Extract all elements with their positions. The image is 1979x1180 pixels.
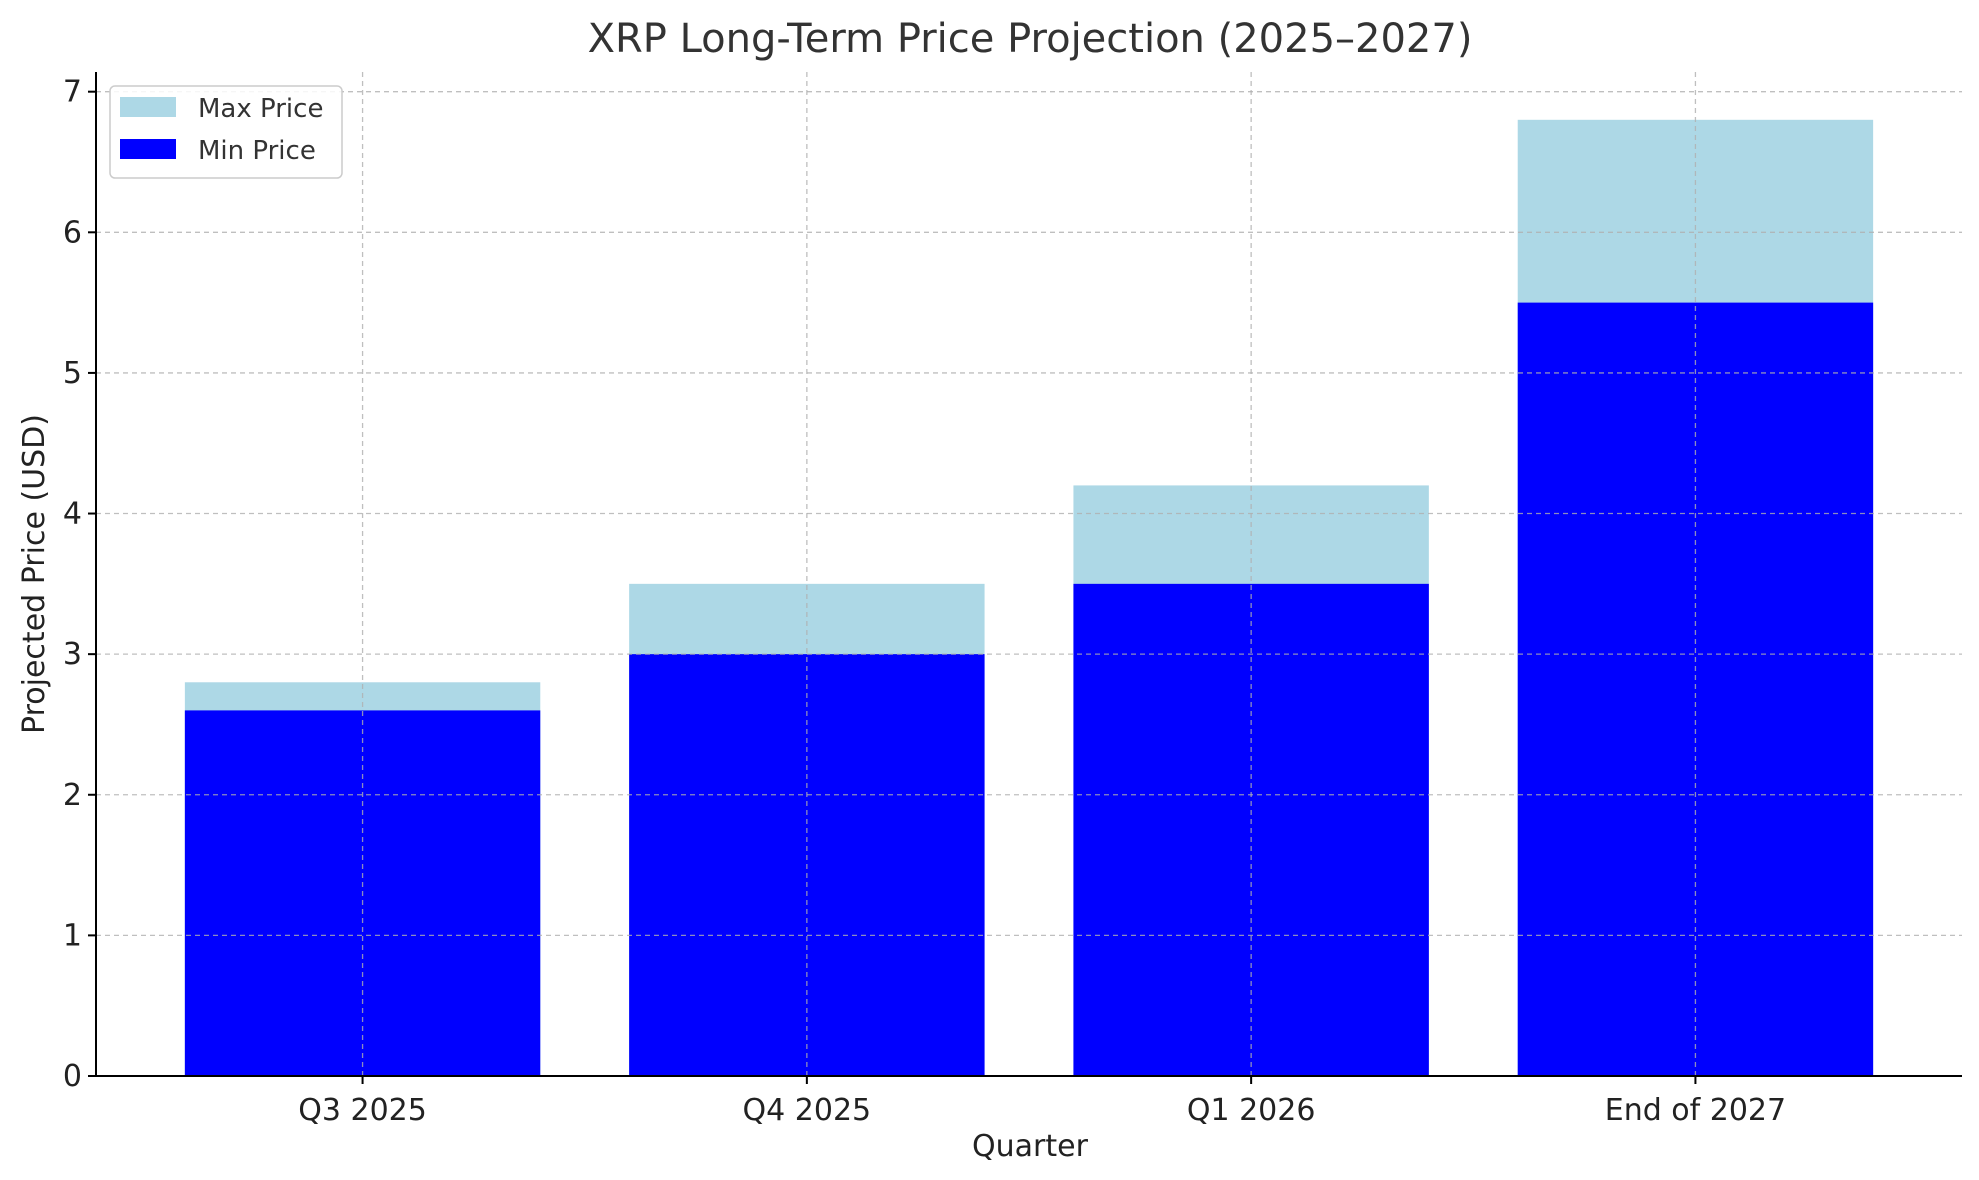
y-tick-label: 5 xyxy=(63,356,82,391)
x-tick-label: Q3 2025 xyxy=(298,1093,427,1128)
y-tick-label: 7 xyxy=(63,75,82,110)
legend-swatch-max-price xyxy=(120,97,176,117)
x-axis-label: Quarter xyxy=(972,1129,1089,1164)
y-tick-label: 4 xyxy=(63,497,82,532)
chart-title: XRP Long-Term Price Projection (2025–202… xyxy=(588,16,1473,62)
y-axis-ticks: 0 1 2 3 4 5 6 7 xyxy=(63,75,96,1094)
y-tick-label: 1 xyxy=(63,918,82,953)
y-tick-label: 0 xyxy=(63,1059,82,1094)
legend-swatch-min-price xyxy=(120,139,176,159)
legend: Max Price Min Price xyxy=(109,85,343,179)
legend-label-min-price: Min Price xyxy=(198,136,316,166)
x-axis-ticks: Q3 2025 Q4 2025 Q1 2026 End of 2027 xyxy=(298,1076,1786,1128)
x-tick-label: Q4 2025 xyxy=(743,1093,872,1128)
legend-label-max-price: Max Price xyxy=(198,94,323,124)
y-tick-label: 2 xyxy=(63,778,82,813)
y-axis-label: Projected Price (USD) xyxy=(17,414,52,734)
x-tick-label: Q1 2026 xyxy=(1187,1093,1316,1128)
y-tick-label: 6 xyxy=(63,215,82,250)
x-tick-label: End of 2027 xyxy=(1605,1093,1786,1128)
y-tick-label: 3 xyxy=(63,637,82,672)
